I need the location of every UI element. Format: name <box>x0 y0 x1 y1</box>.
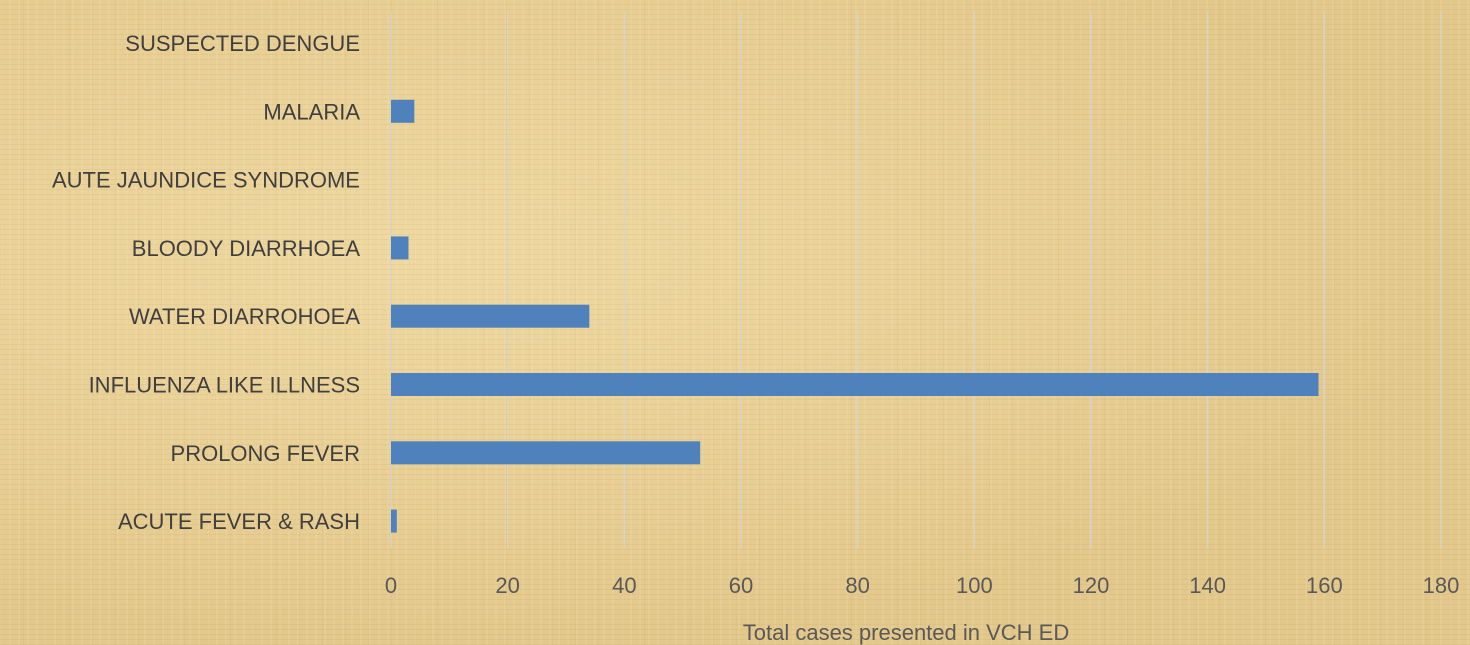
x-tick-label: 40 <box>612 573 636 598</box>
category-labels: SUSPECTED DENGUE MALARIA AUTE JAUNDICE SYN… <box>52 31 360 534</box>
category-label: PROLONG FEVER <box>171 441 360 466</box>
bar <box>391 373 1319 396</box>
bar <box>391 441 701 465</box>
bar <box>391 99 415 123</box>
category-label: INFLUENZA LIKE ILLNESS <box>89 373 360 398</box>
category-label: WATER DIARROHOEA <box>129 304 360 329</box>
bar <box>391 236 409 260</box>
category-label: BLOODY DIARRHOEA <box>132 236 361 261</box>
x-tick-label: 120 <box>1073 573 1110 598</box>
x-axis-title: Total cases presented in VCH ED <box>743 620 1070 645</box>
x-tick-label: 0 <box>385 573 397 598</box>
bar <box>391 304 590 328</box>
x-tick-label: 180 <box>1423 573 1460 598</box>
bars <box>391 99 1319 533</box>
category-label: MALARIA <box>263 99 360 124</box>
x-tick-label: 60 <box>729 573 753 598</box>
x-tick-label: 140 <box>1189 573 1226 598</box>
x-tick-label: 160 <box>1306 573 1343 598</box>
x-tick-label: 80 <box>845 573 869 598</box>
bar <box>391 509 397 533</box>
category-label: AUTE JAUNDICE SYNDROME <box>52 168 360 193</box>
category-label: SUSPECTED DENGUE <box>125 31 360 56</box>
category-label: ACUTE FEVER & RASH <box>118 509 360 534</box>
x-tick-labels: 0 20 40 60 80 100 120 140 160 180 <box>385 573 1459 598</box>
gridlines <box>390 12 1442 548</box>
x-tick-label: 100 <box>956 573 993 598</box>
x-tick-label: 20 <box>495 573 519 598</box>
